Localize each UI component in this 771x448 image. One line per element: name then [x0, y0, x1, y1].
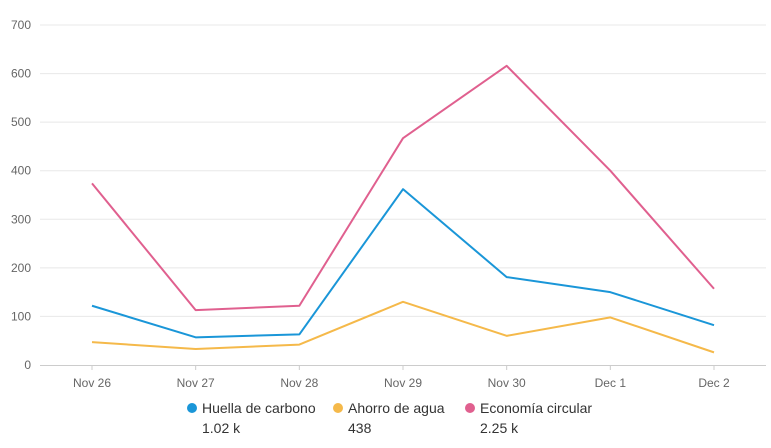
- gridlines: [40, 24, 766, 317]
- x-tick-label: Nov 30: [488, 376, 526, 390]
- y-tick-label: 700: [11, 18, 31, 32]
- legend-dot-icon: [465, 403, 475, 413]
- legend-item-economia-circular[interactable]: Economía circular 2.25 k: [465, 398, 592, 438]
- x-tick-label: Dec 1: [595, 376, 627, 390]
- legend-item-ahorro-de-agua[interactable]: Ahorro de agua 438: [333, 398, 445, 438]
- legend-item-huella-de-carbono[interactable]: Huella de carbono 1.02 k: [187, 398, 316, 438]
- legend-dot-icon: [333, 403, 343, 413]
- y-axis: 0 100 200 300 400 500 600 700: [11, 18, 31, 372]
- legend: Huella de carbono 1.02 k Ahorro de agua …: [0, 398, 771, 448]
- x-axis: Nov 26 Nov 27 Nov 28 Nov 29 Nov 30 Dec 1 Dec 2: [40, 365, 766, 390]
- series-line-0[interactable]: [91, 188, 715, 339]
- series-line-1[interactable]: [91, 300, 715, 354]
- y-tick-label: 0: [24, 358, 31, 372]
- y-tick-label: 300: [11, 212, 31, 226]
- series-line-2[interactable]: [91, 64, 715, 312]
- x-tick-label: Nov 27: [177, 376, 215, 390]
- y-tick-label: 600: [11, 67, 31, 81]
- legend-label: Economía circular: [480, 400, 593, 416]
- legend-label: Ahorro de agua: [348, 400, 445, 416]
- legend-total: 1.02 k: [202, 420, 241, 436]
- y-tick-label: 500: [11, 115, 31, 129]
- legend-dot-icon: [187, 403, 197, 413]
- y-tick-label: 200: [11, 261, 31, 275]
- legend-total: 438: [348, 420, 372, 436]
- y-tick-label: 400: [11, 164, 31, 178]
- legend-label: Huella de carbono: [202, 400, 316, 416]
- legend-total: 2.25 k: [480, 420, 519, 436]
- x-tick-label: Nov 26: [73, 376, 111, 390]
- x-tick-label: Nov 28: [280, 376, 318, 390]
- series-lines: [91, 64, 715, 354]
- y-tick-label: 100: [11, 309, 31, 323]
- x-tick-label: Dec 2: [698, 376, 730, 390]
- x-tick-label: Nov 29: [384, 376, 422, 390]
